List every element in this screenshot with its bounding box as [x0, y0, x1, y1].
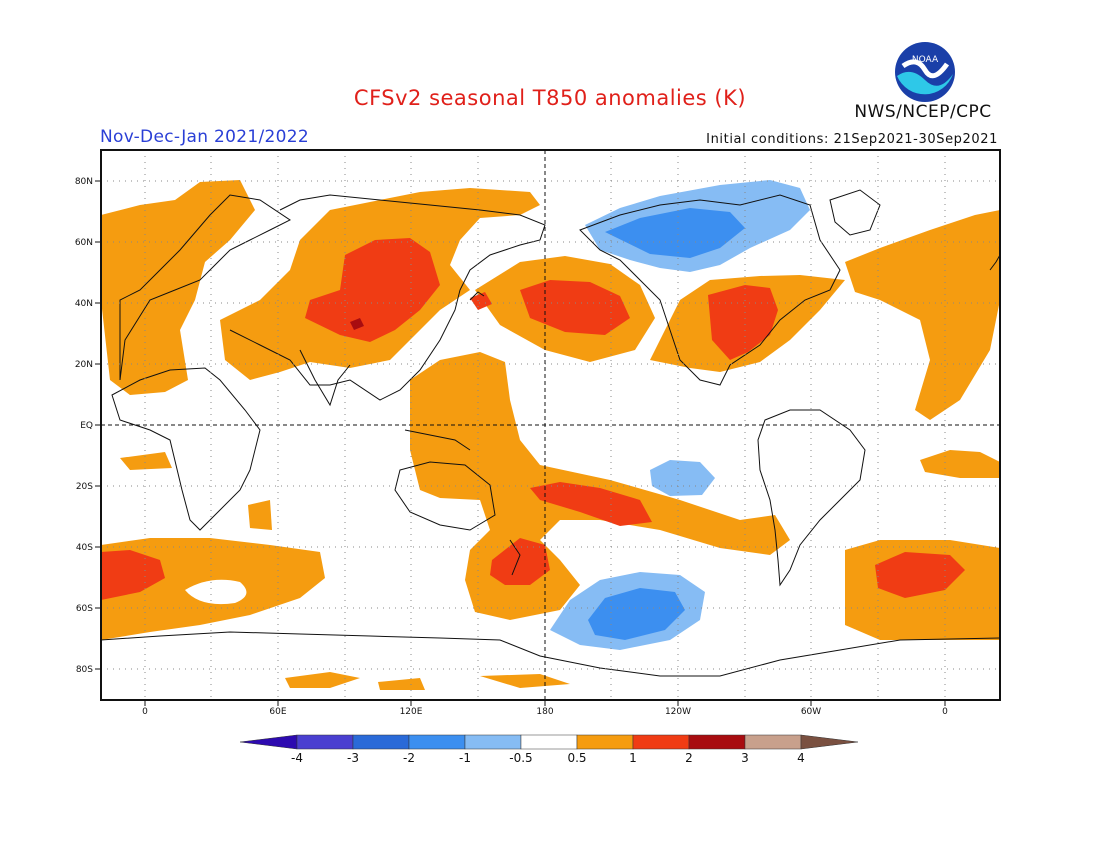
initial-conditions: Initial conditions: 21Sep2021-30Sep2021 [706, 132, 998, 147]
negative-anomaly-southern-pacific-core [588, 588, 685, 640]
lat-label: 80N [75, 177, 93, 187]
lon-label: 180 [536, 707, 553, 717]
coastline-india [299, 349, 351, 407]
lat-label: EQ [80, 421, 93, 431]
colorbar-tick-label: -4 [291, 751, 303, 765]
anomaly-region-southern-ocean-strip-3 [480, 674, 570, 688]
lat-label: 20S [76, 482, 93, 492]
noaa-logo-text: NOAA [912, 55, 939, 65]
lon-label: 60E [269, 707, 286, 717]
colorbar-segments [239, 734, 859, 750]
colorbar-tick-label: -0.5 [509, 751, 532, 765]
colorbar-segment [576, 734, 634, 750]
anomaly-region-southern-ocean-strip [285, 672, 360, 688]
lat-label: 80S [76, 665, 93, 675]
anomaly-core-south-pacific [530, 482, 652, 526]
lat-label: 40S [76, 543, 93, 553]
colorbar-segment [688, 734, 746, 750]
colorbar-tick-label: 1 [629, 751, 637, 765]
anomaly-core-central-asia [305, 238, 440, 342]
colorbar-tick-label: 4 [797, 751, 805, 765]
colorbar-tick-label: 2 [685, 751, 693, 765]
anomaly-region-northeast-atlantic [845, 210, 1000, 420]
colorbar-tick-label: -2 [403, 751, 415, 765]
lon-label: 60W [801, 707, 821, 717]
anomaly-region-southern-ocean-strip-2 [378, 678, 425, 690]
coastline-antarctica [101, 631, 1000, 677]
coastline-africa [111, 367, 261, 531]
anomaly-core-usa [708, 285, 778, 360]
coastline-uk [989, 254, 1000, 271]
lon-label: 120E [400, 707, 423, 717]
colorbar-tick-label: -3 [347, 751, 359, 765]
colorbar-tick-label: -1 [459, 751, 471, 765]
colorbar-segment [520, 734, 578, 750]
coastline-new-zealand [509, 539, 521, 576]
colorbar-segment [744, 734, 802, 750]
anomaly-core-south-atlantic-east [875, 552, 965, 598]
org-label: NWS/NCEP/CPC [854, 102, 992, 122]
lat-label: 60S [76, 604, 93, 614]
colorbar-segment [352, 734, 410, 750]
anomaly-core-north-pacific [520, 280, 630, 335]
coastline-south-america [757, 409, 866, 587]
colorbar-labels: -4 -3 -2 -1 -0.5 0.5 1 2 3 4 [291, 751, 805, 765]
noaa-logo: NOAA [893, 40, 957, 104]
coastline-north-america [579, 194, 841, 386]
anomaly-core-japan [470, 292, 492, 310]
map-title: CFSv2 seasonal T850 anomalies (K) [353, 86, 747, 110]
reference-lines [101, 150, 1000, 700]
coastline-greenland [829, 189, 881, 236]
coastline-indonesia [404, 429, 471, 451]
anomaly-region-south-america-east [920, 450, 1000, 478]
negative-anomaly-canada-core [605, 208, 745, 258]
coastline-japan [469, 291, 485, 301]
anomaly-shading [101, 180, 1000, 690]
colorbar-segment [464, 734, 522, 750]
anomaly-region-south-africa-east [248, 500, 272, 530]
colorbar-arrow-low [239, 734, 298, 750]
lat-label: 20N [75, 360, 93, 370]
negative-anomaly-southeast-pacific [650, 460, 715, 496]
lon-label: 0 [142, 707, 148, 717]
coastline-australia [394, 461, 496, 531]
anomaly-core-tasman [490, 538, 550, 585]
coastlines [101, 189, 1000, 677]
lon-label: 0 [942, 707, 948, 717]
coastline-asia [229, 194, 546, 401]
lat-label: 40N [75, 299, 93, 309]
colorbar-tick-label: 3 [741, 751, 749, 765]
colorbar-arrow-high [800, 734, 859, 750]
lat-label: 60N [75, 238, 93, 248]
anomaly-core-south-atlantic-west [101, 550, 165, 600]
colorbar-segment [408, 734, 466, 750]
colorbar-segment [296, 734, 354, 750]
anomaly-region-south-atlantic-west [120, 452, 172, 470]
season-period: Nov-Dec-Jan 2021/2022 [100, 127, 309, 147]
lon-label: 120W [665, 707, 691, 717]
anomaly-region-europe [101, 180, 255, 395]
coastline-europe [119, 194, 291, 381]
colorbar-tick-label: 0.5 [567, 751, 586, 765]
anomaly-core-tibet [350, 318, 364, 330]
colorbar-segment [632, 734, 690, 750]
